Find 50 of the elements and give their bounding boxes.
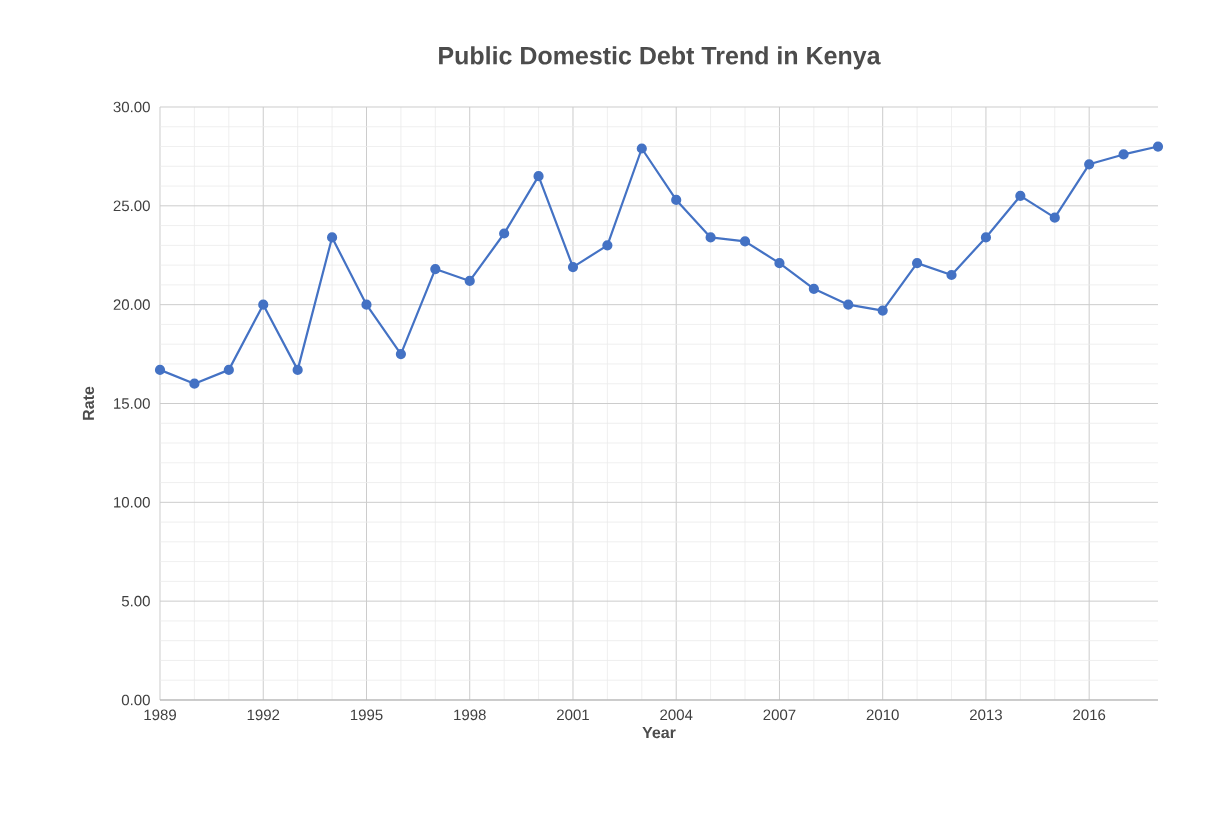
y-tick-label: 15.00 — [114, 398, 150, 409]
point — [189, 378, 200, 389]
x-tick-label: 2010 — [866, 709, 899, 721]
x-tick-label: 1998 — [454, 709, 486, 721]
x-tick-label: 2013 — [970, 709, 1002, 721]
point — [636, 143, 647, 154]
x-tick-label: 1995 — [350, 709, 383, 721]
x-axis-title: Year — [642, 727, 676, 739]
point — [912, 258, 923, 269]
point — [946, 269, 957, 281]
point — [980, 232, 992, 243]
point — [877, 305, 888, 316]
point — [774, 258, 785, 269]
point — [499, 228, 510, 239]
point — [1049, 212, 1060, 223]
point — [671, 194, 682, 205]
point — [464, 275, 475, 287]
y-tick-label: 5.00 — [121, 595, 150, 607]
point — [1084, 159, 1095, 170]
point — [533, 171, 544, 182]
x-tick-label: 1992 — [247, 709, 280, 721]
point — [430, 263, 441, 275]
point — [361, 299, 372, 310]
point — [602, 240, 613, 251]
y-tick-label: 10.00 — [114, 497, 150, 508]
point — [154, 364, 166, 375]
y-tick-label: 25.00 — [113, 200, 150, 212]
point — [1152, 141, 1164, 152]
point — [739, 236, 751, 247]
point — [258, 299, 269, 310]
point — [843, 299, 854, 310]
y-axis-title: Rate — [82, 386, 95, 420]
x-tick-label: 1989 — [144, 709, 176, 721]
point — [1118, 149, 1129, 160]
point — [326, 232, 338, 243]
point — [395, 348, 406, 360]
point — [567, 262, 579, 273]
point — [808, 283, 819, 294]
chart-title: Public Domestic Debt Trend in Kenya — [439, 46, 881, 70]
point — [1015, 190, 1026, 202]
point — [705, 232, 716, 243]
x-tick-label: 2001 — [557, 709, 589, 721]
y-tick-label: 0.00 — [121, 694, 150, 706]
y-tick-label: 20.00 — [113, 299, 150, 310]
x-tick-label: 2004 — [660, 709, 693, 721]
point — [223, 364, 234, 375]
x-tick-label: 2007 — [763, 709, 796, 721]
x-tick-label: 2016 — [1073, 709, 1106, 721]
y-tick-label: 30.00 — [113, 101, 150, 113]
point — [292, 364, 303, 375]
